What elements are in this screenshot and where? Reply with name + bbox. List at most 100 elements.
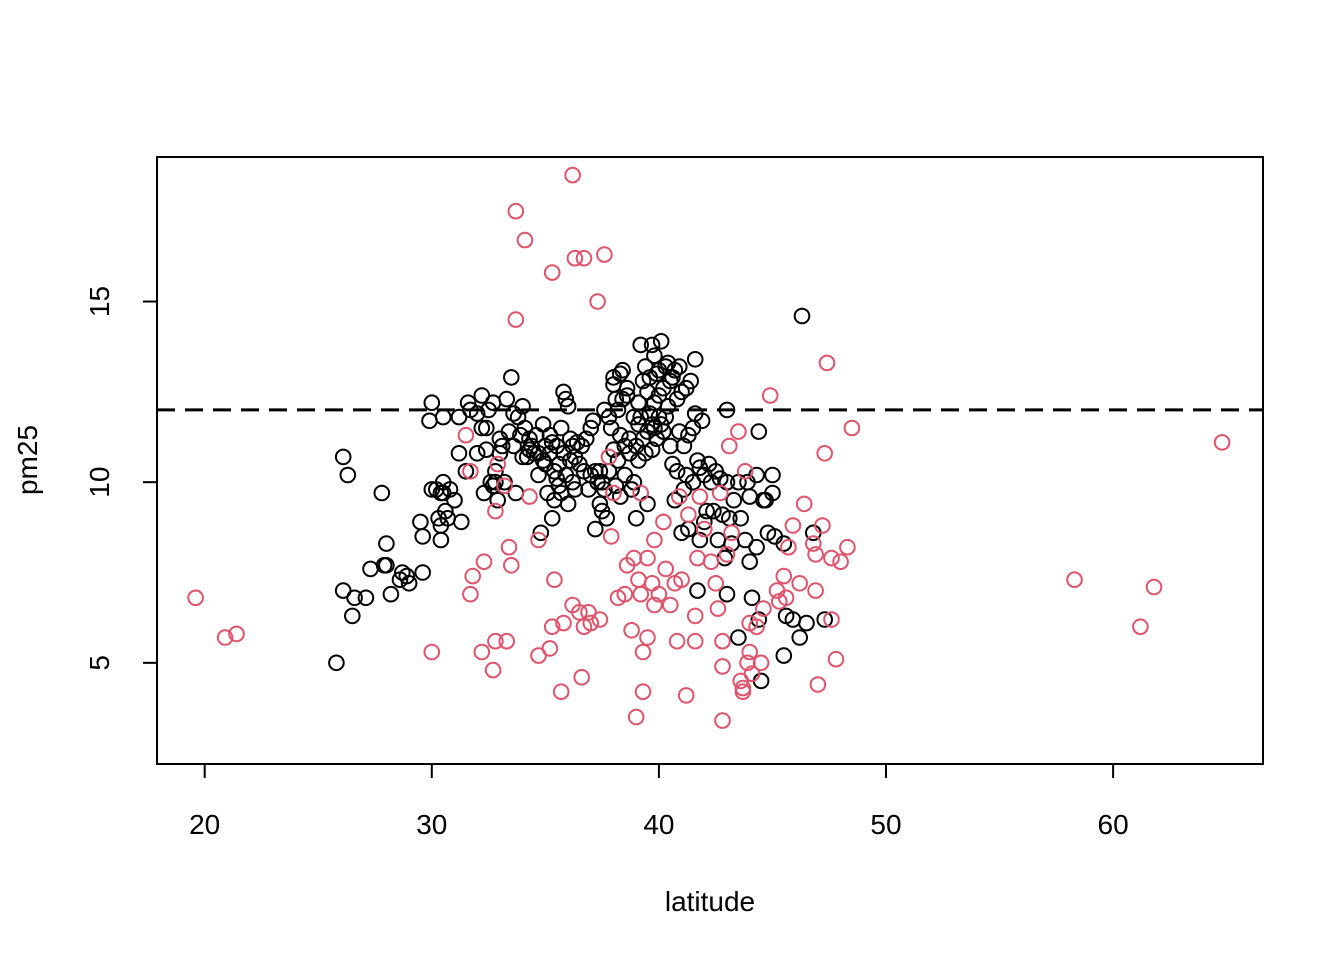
- y-tick-label: 5: [84, 655, 115, 671]
- data-point-series-2: [814, 517, 831, 534]
- data-point-series-2: [639, 549, 656, 567]
- data-point-series-1: [559, 495, 577, 513]
- data-point-series-2: [755, 600, 772, 617]
- x-tick-label: 60: [1098, 809, 1129, 840]
- data-point-series-1: [718, 585, 736, 603]
- data-point-series-1: [498, 390, 516, 408]
- data-point-series-2: [616, 585, 634, 603]
- data-point-series-2: [484, 661, 502, 679]
- data-point-series-1: [741, 488, 759, 505]
- data-point-series-2: [571, 604, 588, 621]
- data-point-series-2: [457, 426, 475, 444]
- data-point-series-2: [743, 665, 761, 683]
- data-point-series-1: [500, 423, 518, 440]
- data-point-series-2: [634, 683, 652, 701]
- data-point-series-2: [816, 445, 834, 462]
- data-point-series-2: [714, 712, 731, 729]
- data-point-series-1: [577, 430, 595, 448]
- data-point-series-1: [614, 390, 631, 408]
- data-point-series-2: [671, 488, 688, 505]
- data-point-series-2: [741, 643, 759, 661]
- data-point-series-2: [739, 654, 756, 672]
- data-point-series-1: [705, 502, 722, 520]
- data-point-series-1: [798, 614, 815, 632]
- data-point-series-1: [591, 495, 609, 513]
- data-point-series-2: [541, 640, 559, 657]
- data-point-series-2: [689, 549, 706, 567]
- data-point-series-2: [807, 582, 824, 599]
- data-point-series-1: [682, 372, 700, 390]
- data-point-series-2: [228, 625, 245, 643]
- data-point-series-2: [564, 166, 581, 184]
- data-point-series-1: [775, 535, 793, 552]
- data-point-series-2: [650, 585, 668, 603]
- data-point-series-2: [677, 687, 695, 704]
- data-point-series-2: [748, 618, 765, 636]
- plot-frame: [156, 156, 1264, 765]
- data-point-series-1: [468, 405, 486, 422]
- data-point-series-2: [187, 589, 204, 607]
- data-point-series-1: [534, 416, 552, 433]
- data-point-series-1: [566, 481, 584, 498]
- data-point-series-1: [559, 398, 577, 415]
- data-point-series-1: [412, 513, 429, 531]
- data-point-series-2: [573, 669, 591, 686]
- data-point-series-1: [414, 564, 432, 581]
- data-point-series-1: [646, 347, 663, 365]
- data-point-series-1: [675, 437, 693, 455]
- data-point-series-2: [707, 575, 725, 592]
- data-point-series-2: [634, 643, 652, 661]
- data-point-series-2: [668, 632, 686, 650]
- data-point-series-2: [818, 354, 836, 372]
- data-point-series-1: [457, 463, 475, 480]
- data-point-series-2: [655, 513, 672, 531]
- data-point-series-1: [775, 647, 793, 664]
- data-point-series-1: [793, 307, 811, 325]
- data-point-series-2: [632, 585, 650, 603]
- data-point-series-2: [734, 683, 752, 701]
- data-point-series-2: [832, 553, 849, 571]
- data-point-series-1: [662, 372, 679, 390]
- data-point-series-1: [491, 445, 509, 462]
- data-point-series-1: [414, 528, 432, 545]
- points-layer: [187, 166, 1231, 729]
- data-point-series-2: [761, 387, 779, 404]
- data-point-series-1: [478, 441, 495, 459]
- data-point-series-2: [507, 311, 525, 328]
- x-tick-label: 40: [643, 809, 674, 840]
- data-point-series-2: [530, 531, 547, 549]
- data-point-series-1: [696, 513, 713, 531]
- data-point-series-2: [216, 629, 234, 646]
- data-point-series-1: [607, 477, 625, 495]
- data-point-series-1: [357, 589, 375, 607]
- data-point-series-2: [714, 632, 731, 650]
- data-point-series-2: [646, 531, 663, 549]
- data-point-series-1: [473, 419, 491, 437]
- x-tick-label: 50: [870, 809, 901, 840]
- data-point-series-1: [750, 423, 768, 440]
- data-point-series-2: [718, 546, 736, 563]
- data-point-series-2: [730, 423, 747, 440]
- data-point-series-2: [775, 567, 793, 585]
- data-point-series-2: [809, 676, 827, 693]
- data-point-series-1: [693, 412, 711, 430]
- data-point-series-2: [543, 618, 561, 636]
- data-point-series-2: [702, 553, 720, 571]
- data-point-series-1: [748, 466, 765, 484]
- data-point-series-2: [823, 549, 840, 567]
- data-point-series-2: [691, 488, 709, 505]
- data-point-series-2: [487, 502, 504, 520]
- data-point-series-2: [602, 528, 620, 545]
- data-point-series-2: [646, 596, 663, 614]
- data-point-series-2: [736, 463, 754, 480]
- data-point-series-2: [1132, 618, 1149, 636]
- data-point-series-1: [543, 510, 561, 527]
- data-point-series-1: [607, 390, 625, 408]
- data-point-series-1: [373, 484, 391, 502]
- data-point-series-2: [752, 654, 770, 672]
- data-point-series-1: [530, 466, 547, 484]
- data-point-series-1: [730, 629, 747, 646]
- data-point-series-1: [437, 502, 454, 520]
- data-point-series-1: [627, 510, 645, 527]
- data-point-series-2: [843, 419, 861, 437]
